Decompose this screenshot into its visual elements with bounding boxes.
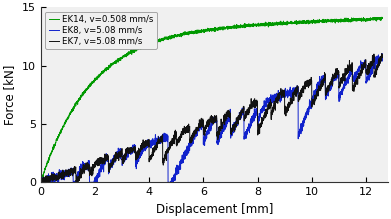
- EK8, v=5.08 mm/s: [373, 62, 378, 65]
- EK7, v=5.08 mm/s: [77, 176, 82, 178]
- EK14, v=0.508 mm/s: [380, 17, 385, 20]
- EK7, v=5.08 mm/s: [373, 68, 378, 70]
- EK7, v=5.08 mm/s: [379, 52, 384, 55]
- EK8, v=5.08 mm/s: [184, 146, 189, 149]
- EK14, v=0.508 mm/s: [373, 18, 378, 20]
- EK7, v=5.08 mm/s: [184, 125, 189, 128]
- Line: EK7, v=5.08 mm/s: EK7, v=5.08 mm/s: [41, 54, 382, 182]
- EK14, v=0.508 mm/s: [169, 34, 174, 37]
- EK14, v=0.508 mm/s: [39, 181, 43, 184]
- EK7, v=5.08 mm/s: [98, 156, 102, 159]
- EK8, v=5.08 mm/s: [38, 181, 43, 183]
- X-axis label: Displacement [mm]: Displacement [mm]: [156, 203, 273, 216]
- EK8, v=5.08 mm/s: [77, 170, 82, 173]
- EK8, v=5.08 mm/s: [337, 96, 341, 99]
- EK7, v=5.08 mm/s: [380, 53, 385, 56]
- EK14, v=0.508 mm/s: [184, 33, 189, 36]
- EK7, v=5.08 mm/s: [169, 141, 174, 144]
- Y-axis label: Force [kN]: Force [kN]: [4, 65, 16, 125]
- EK14, v=0.508 mm/s: [337, 19, 341, 21]
- Line: EK14, v=0.508 mm/s: EK14, v=0.508 mm/s: [41, 17, 382, 182]
- EK14, v=0.508 mm/s: [77, 98, 82, 101]
- Legend: EK14, v=0.508 mm/s, EK8, v=5.08 mm/s, EK7, v=5.08 mm/s: EK14, v=0.508 mm/s, EK8, v=5.08 mm/s, EK…: [45, 12, 157, 49]
- EK8, v=5.08 mm/s: [380, 60, 385, 62]
- EK8, v=5.08 mm/s: [39, 181, 43, 184]
- EK14, v=0.508 mm/s: [379, 16, 384, 19]
- EK14, v=0.508 mm/s: [98, 74, 102, 76]
- EK14, v=0.508 mm/s: [38, 181, 43, 183]
- EK7, v=5.08 mm/s: [337, 82, 341, 85]
- EK7, v=5.08 mm/s: [39, 181, 43, 184]
- Line: EK8, v=5.08 mm/s: EK8, v=5.08 mm/s: [41, 53, 382, 182]
- EK7, v=5.08 mm/s: [38, 177, 43, 180]
- EK8, v=5.08 mm/s: [380, 52, 384, 55]
- EK8, v=5.08 mm/s: [98, 168, 102, 170]
- EK8, v=5.08 mm/s: [169, 177, 174, 179]
